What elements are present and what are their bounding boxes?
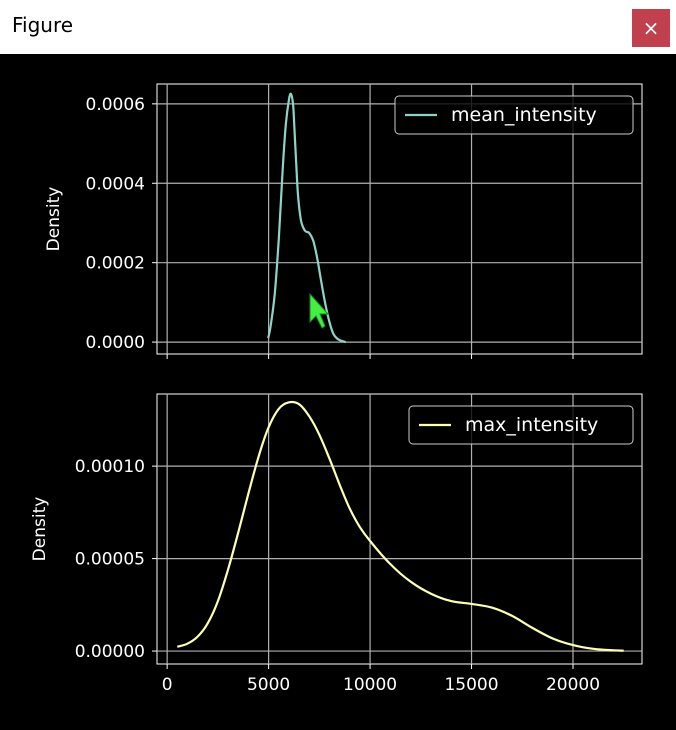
legend: mean_intensity: [394, 95, 634, 135]
y-tick-label: 0.0002: [86, 254, 145, 274]
x-tick-label: 5000: [247, 675, 290, 695]
plot-panel-1: 0.0000 0.0002 0.0004 0.0006 Density mean_inte…: [44, 83, 643, 359]
close-icon: ×: [642, 16, 660, 40]
series-line-max-intensity: [176, 400, 624, 652]
y-axis-label: Density: [30, 497, 50, 562]
axes-frame: [156, 83, 643, 355]
y-tick-label: 0.00005: [75, 550, 145, 570]
plot-panel-2: 0 5000 10000 15000 20000 0.00000 0.00005 0.0001…: [30, 393, 643, 695]
y-tick-label: 0.00000: [75, 642, 145, 662]
window-titlebar: Figure ×: [0, 0, 676, 54]
close-button[interactable]: ×: [632, 9, 670, 47]
y-tick-label: 0.0000: [86, 333, 145, 353]
legend: max_intensity: [408, 405, 634, 445]
y-tick-label: 0.0004: [86, 174, 145, 194]
figure-svg: 0.0000 0.0002 0.0004 0.0006 Density mean_inte…: [30, 83, 643, 695]
legend-label: max_intensity: [465, 414, 598, 436]
x-tick-label: 20000: [546, 675, 600, 695]
legend-box: [394, 95, 634, 135]
x-tick-label: 15000: [444, 675, 498, 695]
x-tick-label: 0: [162, 675, 173, 695]
window-title: Figure: [12, 13, 74, 37]
axes-frame: [156, 393, 643, 665]
y-tick-label: 0.0006: [86, 95, 145, 115]
x-tick-label: 10000: [343, 675, 397, 695]
y-axis-label: Density: [44, 187, 64, 252]
figure-canvas: 0.0000 0.0002 0.0004 0.0006 Density mean_inte…: [0, 54, 676, 726]
series-line-mean-intensity: [267, 92, 347, 344]
y-tick-label: 0.00010: [75, 457, 145, 477]
legend-label: mean_intensity: [451, 104, 597, 126]
legend-box: [408, 405, 634, 445]
mouse-cursor-icon: [309, 292, 330, 329]
